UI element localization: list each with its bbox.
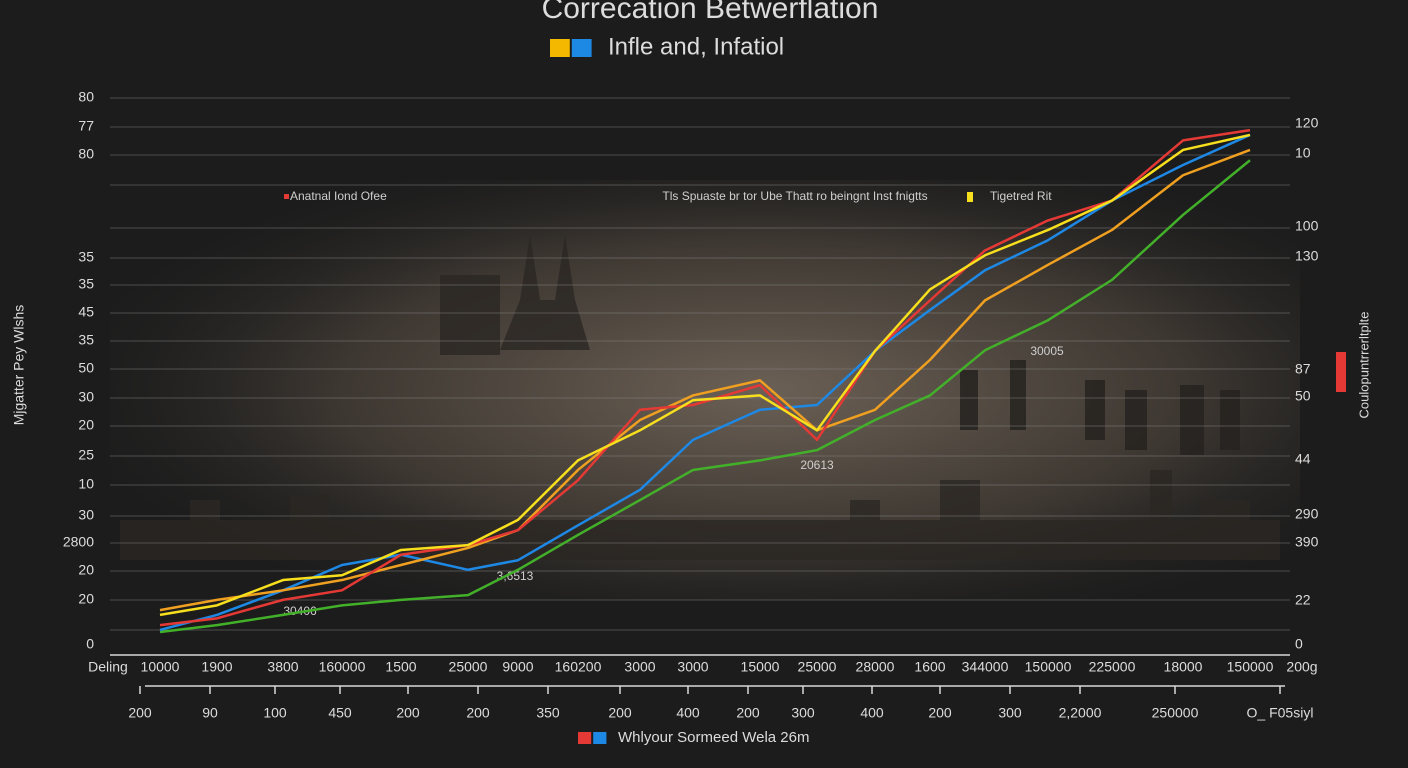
x2-tick-label: 200 bbox=[736, 705, 760, 721]
y-tick-label: 10 bbox=[78, 476, 94, 492]
x2-tick-label: 400 bbox=[676, 705, 700, 721]
x2-tick-label: 100 bbox=[263, 705, 287, 721]
y-tick-label: 30 bbox=[78, 507, 94, 523]
y-tick-label: 35 bbox=[78, 332, 94, 348]
x-tick-label: 10000 bbox=[141, 659, 180, 675]
x-tick-label: 25000 bbox=[449, 659, 488, 675]
y2-tick-label: 44 bbox=[1295, 451, 1311, 467]
y-tick-label: 50 bbox=[78, 360, 94, 376]
y-tick-label: 20 bbox=[78, 417, 94, 433]
annotation: Tls Spuaste br tor Ube Thatt ro beingnt … bbox=[662, 189, 927, 203]
x-tick-label: 25000 bbox=[798, 659, 837, 675]
x2-tick-label: 200 bbox=[396, 705, 420, 721]
x-tick-label: 1500 bbox=[385, 659, 416, 675]
city-silhouette bbox=[120, 235, 1280, 560]
legend-swatch bbox=[593, 732, 607, 744]
x-tick-label: 15000 bbox=[741, 659, 780, 675]
y-tick-label: 45 bbox=[78, 304, 94, 320]
y2-tick-label: 100 bbox=[1295, 218, 1319, 234]
y-tick-label: 80 bbox=[78, 146, 94, 162]
y-tick-label: 25 bbox=[78, 447, 94, 463]
x2-tick-label: 200 bbox=[928, 705, 952, 721]
series-line bbox=[159, 133, 1251, 632]
x2-tick-label: 300 bbox=[791, 705, 815, 721]
x-tick-label: 1600 bbox=[914, 659, 945, 675]
y-tick-label: 0 bbox=[86, 636, 94, 652]
annotation-marker bbox=[284, 194, 289, 199]
x-tick-label: 9000 bbox=[502, 659, 533, 675]
annotation: 30005 bbox=[1030, 344, 1064, 358]
crowd-silhouette bbox=[960, 360, 1240, 455]
y2-tick-label: 0 bbox=[1295, 636, 1303, 652]
y2-axis-title: Coulopuntrrerltplte bbox=[1356, 312, 1371, 419]
y-tick-label: 20 bbox=[78, 562, 94, 578]
x2-tick-label: 300 bbox=[998, 705, 1022, 721]
x-tick-label: 150000 bbox=[1227, 659, 1274, 675]
x-axis-start: Deling bbox=[88, 659, 128, 675]
series-line bbox=[159, 128, 1251, 627]
y2-tick-label: 87 bbox=[1295, 361, 1311, 377]
series-line bbox=[159, 159, 1251, 634]
y2-tick-label: 290 bbox=[1295, 506, 1319, 522]
y-axis-title: Mjgatter Pey Wlshs bbox=[11, 305, 27, 426]
x-tick-label: 3000 bbox=[624, 659, 655, 675]
series-line bbox=[159, 148, 1251, 612]
y2-axis-marker bbox=[1336, 352, 1346, 392]
y-tick-label: 35 bbox=[78, 276, 94, 292]
legend-swatch bbox=[550, 39, 570, 57]
y-tick-label: 35 bbox=[78, 249, 94, 265]
x-tick-label: 28000 bbox=[856, 659, 895, 675]
x-axis-end: 200g bbox=[1286, 659, 1317, 675]
annotation: Anatnal Iond Ofee bbox=[290, 189, 387, 203]
x2-tick-label: 200 bbox=[608, 705, 632, 721]
legend-label: Infle and, Infatiol bbox=[608, 33, 784, 60]
y-tick-label: 20 bbox=[78, 591, 94, 607]
y2-tick-label: 120 bbox=[1295, 115, 1319, 131]
y2-tick-label: 130 bbox=[1295, 248, 1319, 264]
x2-tick-label: O_ F05siyl bbox=[1247, 705, 1314, 721]
y-tick-label: 30 bbox=[78, 389, 94, 405]
y2-tick-label: 10 bbox=[1295, 145, 1311, 161]
legend-swatch bbox=[571, 39, 592, 57]
x-tick-label: 225000 bbox=[1089, 659, 1136, 675]
y2-tick-label: 22 bbox=[1295, 592, 1311, 608]
x-tick-label: 160200 bbox=[555, 659, 602, 675]
series-line bbox=[159, 133, 1251, 617]
annotation-marker bbox=[967, 192, 973, 202]
x-tick-label: 160000 bbox=[319, 659, 366, 675]
x2-tick-label: 200 bbox=[128, 705, 152, 721]
x2-tick-label: 90 bbox=[202, 705, 218, 721]
x2-tick-label: 2,2000 bbox=[1059, 705, 1102, 721]
x2-tick-label: 450 bbox=[328, 705, 352, 721]
legend-swatch bbox=[578, 732, 592, 744]
x2-tick-label: 200 bbox=[466, 705, 490, 721]
chart-title: Correcation Betwerflation bbox=[542, 0, 879, 25]
x-tick-label: 344000 bbox=[962, 659, 1009, 675]
x-tick-label: 1900 bbox=[201, 659, 232, 675]
x-tick-label: 150000 bbox=[1025, 659, 1072, 675]
x-tick-label: 3800 bbox=[267, 659, 298, 675]
y-tick-label: 77 bbox=[78, 118, 94, 134]
x2-tick-label: 400 bbox=[860, 705, 884, 721]
annotation: Tigetred Rit bbox=[990, 189, 1052, 203]
x2-tick-label: 250000 bbox=[1152, 705, 1199, 721]
legend-label: Whlyour Sormeed Wela 26m bbox=[618, 729, 809, 746]
y2-tick-label: 390 bbox=[1295, 534, 1319, 550]
grid bbox=[110, 97, 1290, 631]
y-tick-label: 2800 bbox=[63, 534, 94, 550]
x2-tick-label: 350 bbox=[536, 705, 560, 721]
x-tick-label: 18000 bbox=[1164, 659, 1203, 675]
annotation: 20613 bbox=[800, 458, 834, 472]
y2-tick-label: 50 bbox=[1295, 388, 1311, 404]
y-tick-label: 80 bbox=[78, 89, 94, 105]
annotation: 3,6513 bbox=[497, 569, 534, 583]
x-tick-label: 3000 bbox=[677, 659, 708, 675]
